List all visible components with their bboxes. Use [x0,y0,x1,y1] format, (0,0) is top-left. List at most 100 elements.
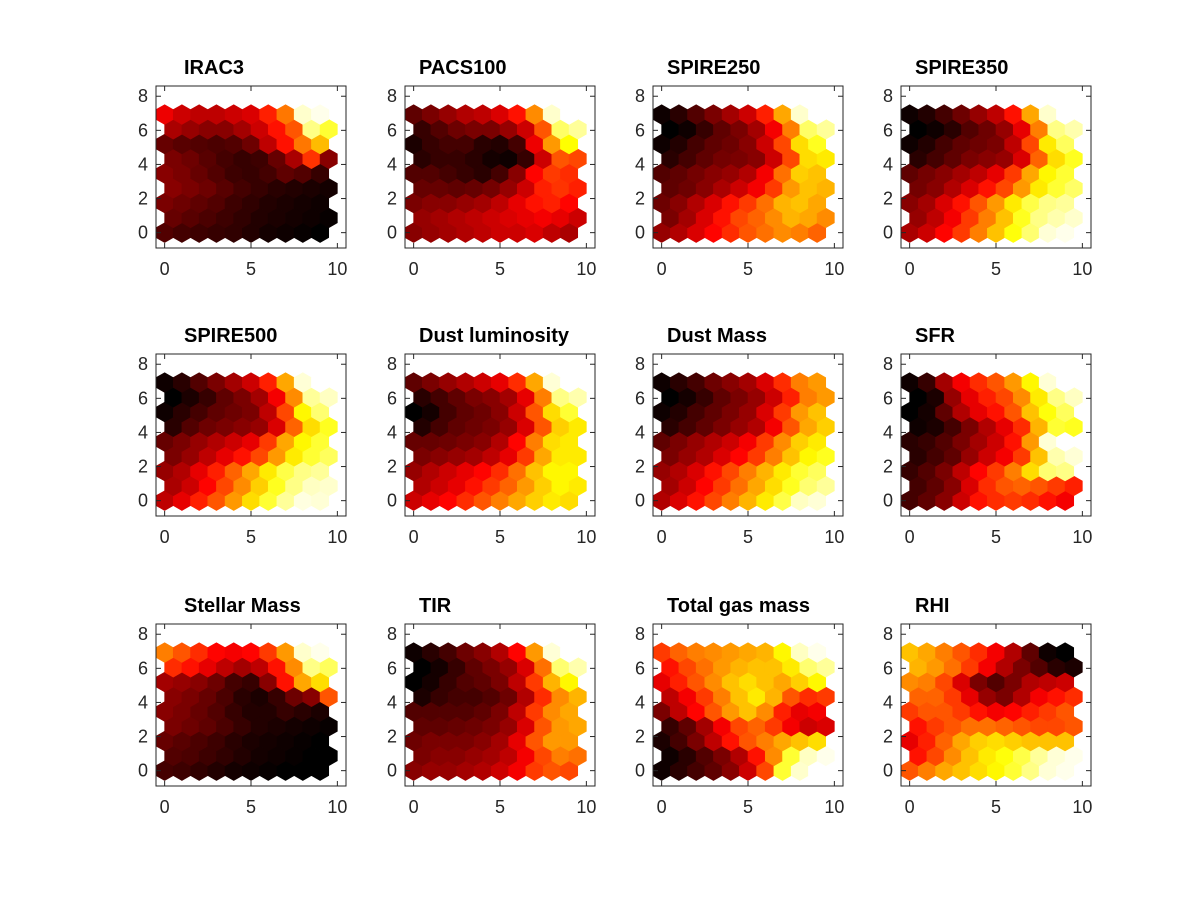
y-tick-label: 8 [635,86,645,106]
y-tick-label: 6 [883,388,893,408]
panel-4: 0 5 10 0 2 4 6 8 SPIRE500 [138,325,347,547]
x-tick-label: 10 [824,797,844,817]
hex-cell [311,372,330,393]
y-tick-label: 8 [635,354,645,374]
x-tick-label: 10 [327,259,347,279]
y-tick-label: 0 [387,491,397,511]
x-tick-label: 5 [495,527,505,547]
y-tick-label: 8 [387,354,397,374]
x-tick-label: 0 [409,797,419,817]
hex-cell [311,642,330,663]
y-tick-label: 0 [635,761,645,781]
y-tick-label: 6 [635,120,645,140]
panel-11: 0 5 10 0 2 4 6 8 RHI [883,595,1092,817]
y-tick-label: 0 [138,491,148,511]
x-tick-label: 0 [905,527,915,547]
hex-cell [560,642,579,663]
y-tick-label: 2 [387,189,397,209]
y-tick-label: 4 [138,422,148,442]
x-tick-label: 10 [1072,527,1092,547]
x-tick-label: 10 [576,797,596,817]
panel-title: PACS100 [419,57,506,79]
x-tick-label: 0 [160,797,170,817]
hex-cell [1056,372,1075,393]
hex-cell [808,642,827,663]
y-tick-label: 2 [138,727,148,747]
x-tick-label: 10 [327,797,347,817]
panel-title: RHI [915,595,949,617]
x-tick-label: 10 [576,259,596,279]
y-tick-label: 8 [138,86,148,106]
y-tick-label: 2 [883,189,893,209]
panel-title: SPIRE500 [184,325,277,347]
panel-title: TIR [419,595,452,617]
panel-title: Stellar Mass [184,595,301,617]
panel-title: Dust luminosity [419,325,570,347]
x-tick-label: 5 [991,259,1001,279]
y-tick-label: 4 [387,692,397,712]
panel-title: SPIRE350 [915,57,1008,79]
panel-6: 0 5 10 0 2 4 6 8 Dust Mass [635,325,844,547]
x-tick-label: 10 [1072,797,1092,817]
y-tick-label: 4 [387,422,397,442]
hex-cell [1056,104,1075,125]
panel-2: 0 5 10 0 2 4 6 8 SPIRE250 [635,57,844,279]
x-tick-label: 0 [905,797,915,817]
hex-cell [1056,642,1075,663]
hex-cell [311,104,330,125]
panel-3: 0 5 10 0 2 4 6 8 SPIRE350 [883,57,1092,279]
x-tick-label: 0 [905,259,915,279]
panel-5: 0 5 10 0 2 4 6 8 Dust luminosity [387,325,596,547]
x-tick-label: 10 [327,527,347,547]
x-tick-label: 5 [495,259,505,279]
panel-title: Dust Mass [667,325,767,347]
y-tick-label: 4 [883,154,893,174]
y-tick-label: 2 [883,727,893,747]
x-tick-label: 10 [576,527,596,547]
y-tick-label: 6 [883,658,893,678]
y-tick-label: 8 [883,354,893,374]
y-tick-label: 6 [138,120,148,140]
y-tick-label: 0 [635,223,645,243]
panel-8: 0 5 10 0 2 4 6 8 Stellar Mass [138,595,347,817]
x-tick-label: 0 [409,259,419,279]
y-tick-label: 8 [387,86,397,106]
y-tick-label: 6 [387,120,397,140]
x-tick-label: 0 [160,527,170,547]
y-tick-label: 6 [635,658,645,678]
x-tick-label: 5 [246,797,256,817]
hex-cell [560,372,579,393]
y-tick-label: 8 [387,624,397,644]
x-tick-label: 10 [824,527,844,547]
y-tick-label: 8 [635,624,645,644]
y-tick-label: 0 [635,491,645,511]
y-tick-label: 2 [138,189,148,209]
y-tick-label: 6 [883,120,893,140]
y-tick-label: 2 [883,457,893,477]
y-tick-label: 0 [883,223,893,243]
panel-title: SFR [915,325,956,347]
y-tick-label: 2 [387,457,397,477]
hex-cell [808,372,827,393]
y-tick-label: 2 [387,727,397,747]
x-tick-label: 0 [409,527,419,547]
y-tick-label: 6 [387,388,397,408]
panel-10: 0 5 10 0 2 4 6 8 Total gas mass [635,595,844,817]
y-tick-label: 8 [138,624,148,644]
y-tick-label: 4 [635,692,645,712]
y-tick-label: 2 [138,457,148,477]
panel-title: IRAC3 [184,57,244,79]
y-tick-label: 8 [883,86,893,106]
y-tick-label: 4 [138,692,148,712]
y-tick-label: 4 [635,154,645,174]
x-tick-label: 0 [160,259,170,279]
y-tick-label: 4 [635,422,645,442]
x-tick-label: 10 [1072,259,1092,279]
hex-cell [808,104,827,125]
y-tick-label: 0 [883,491,893,511]
x-tick-label: 5 [991,527,1001,547]
y-tick-label: 2 [635,457,645,477]
x-tick-label: 5 [991,797,1001,817]
x-tick-label: 10 [824,259,844,279]
panel-title: Total gas mass [667,595,810,617]
